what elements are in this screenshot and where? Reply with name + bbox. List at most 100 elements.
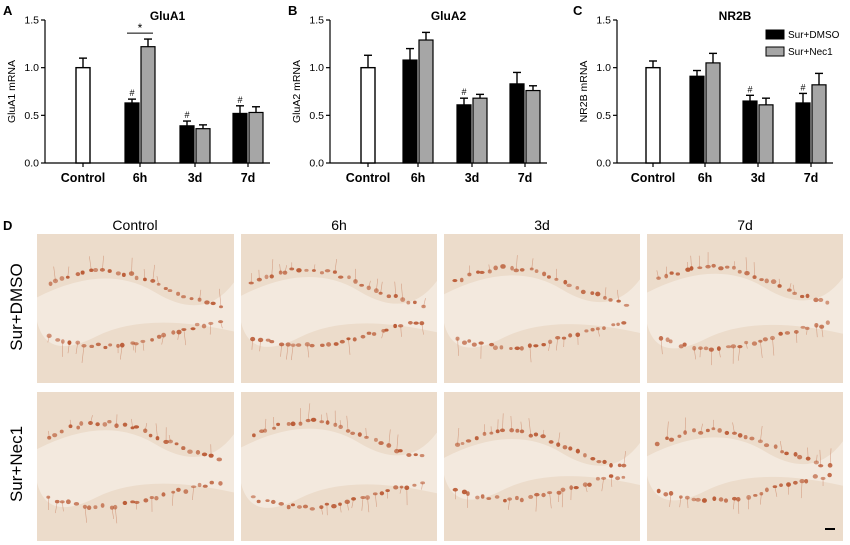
bar-sur-nec1-6h [418,39,434,164]
stained-process [745,342,748,349]
stained-cell [326,342,332,347]
stained-cell [746,494,752,500]
stained-cell [272,426,277,430]
stained-cell [656,488,661,494]
stained-cell [555,336,561,340]
stained-process [732,422,735,434]
stained-cell [304,342,310,347]
stained-cell [86,505,92,511]
stained-process [807,447,809,459]
stained-cell [479,270,485,274]
bar-sur-nec1-7d [248,111,264,164]
panel-letter-b: B [288,3,298,18]
stained-process [199,289,202,300]
stained-cell [737,433,743,438]
stained-cell [465,439,472,443]
stained-cell [519,497,524,503]
stained-process [367,497,370,513]
stained-cell [452,487,458,492]
stained-cell [608,298,613,302]
stained-cell [792,291,797,296]
stained-cell [482,431,487,436]
stained-cell [519,346,524,351]
stained-process [772,337,775,356]
stained-process [597,328,600,337]
stained-process [561,489,564,508]
stained-cell [176,329,182,335]
stained-cell [695,497,701,502]
stained-cell [800,325,806,329]
stained-cell [346,337,351,341]
stained-cell [256,277,262,282]
stained-cell [397,449,403,453]
stained-process [394,281,397,297]
y-axis-label: NR2B mRNA [578,61,590,123]
stained-cell [353,279,358,284]
stained-cell [602,459,607,464]
stained-cell [689,266,694,271]
stained-cell [47,435,52,440]
stained-cell [194,322,200,327]
stained-process [520,421,523,432]
stained-cell [461,340,468,345]
stained-cell [115,271,121,276]
significance-hash-3d: # [461,87,466,97]
stained-cell [190,485,197,489]
stained-cell [705,264,711,269]
stained-cell [718,497,724,502]
stained-process [84,506,88,523]
stained-process [144,422,148,431]
stained-cell [248,281,254,285]
stained-cell [295,343,302,347]
stained-cell [210,301,216,306]
stained-cell [609,463,613,468]
stained-cell [67,340,72,345]
stained-process [529,345,532,363]
stained-cell [379,491,385,496]
stained-process [143,269,146,280]
stained-process [264,418,267,431]
stained-process [700,423,703,433]
stained-process [381,330,384,339]
stained-process [271,259,274,277]
stained-cell [757,439,763,444]
stained-cell [797,454,803,460]
stained-cell [296,505,302,509]
stained-process [604,287,607,298]
stained-cell [621,321,627,325]
micrograph-image [444,392,640,541]
stained-process [183,329,187,346]
stained-cell [736,497,741,502]
bar-control [360,66,376,164]
x-tick-label-6h: 6h [133,171,148,185]
stained-cell [743,434,748,440]
stained-cell [753,493,758,497]
stained-cell [276,422,281,427]
stained-cell [319,505,324,509]
stained-cell [195,449,201,455]
stained-cell [404,485,410,491]
stained-cell [332,270,337,274]
stained-process [348,338,351,355]
stained-cell [216,457,223,462]
stained-cell [161,332,167,338]
stained-cell [378,441,384,446]
stained-cell [582,482,588,487]
stained-cell [140,339,146,343]
bar-sur-dmso-7d [509,83,525,164]
stained-process [737,499,740,514]
stained-cell [507,497,513,501]
stained-cell [171,490,176,494]
stained-cell [569,485,574,490]
stained-cell [413,321,419,325]
stained-cell [269,339,275,344]
stained-process [829,448,832,466]
stained-cell [793,480,798,485]
stained-cell [400,297,406,302]
bar-sur-dmso-6h [402,59,418,164]
micrograph-nec1-6h [241,392,437,541]
y-tick-label: 1.5 [24,15,39,27]
bar-control [75,66,91,164]
stained-process [218,288,222,307]
stained-cell [476,270,480,274]
